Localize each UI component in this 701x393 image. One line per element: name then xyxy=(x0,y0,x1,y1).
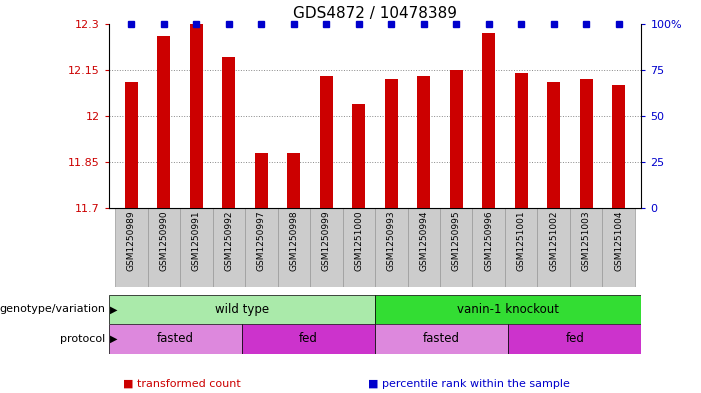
Bar xyxy=(612,85,625,208)
Bar xyxy=(190,24,203,208)
Text: genotype/variation: genotype/variation xyxy=(0,305,105,314)
Text: GSM1250989: GSM1250989 xyxy=(127,211,136,271)
Bar xyxy=(180,208,212,287)
Bar xyxy=(580,79,592,208)
Bar xyxy=(343,208,375,287)
Bar xyxy=(242,324,375,354)
Bar xyxy=(158,36,170,208)
Bar xyxy=(440,208,472,287)
Text: fasted: fasted xyxy=(423,332,460,345)
Bar xyxy=(515,73,528,208)
Text: protocol: protocol xyxy=(60,334,105,344)
Bar xyxy=(538,208,570,287)
Text: ▶: ▶ xyxy=(110,305,118,314)
Bar xyxy=(505,208,538,287)
Text: GSM1250990: GSM1250990 xyxy=(159,211,168,271)
Bar xyxy=(375,208,407,287)
Text: fed: fed xyxy=(566,332,584,345)
Text: GSM1250998: GSM1250998 xyxy=(290,211,299,271)
Bar xyxy=(482,33,495,208)
Bar xyxy=(212,208,245,287)
Bar xyxy=(385,79,397,208)
Bar xyxy=(278,208,310,287)
Bar xyxy=(245,208,278,287)
Bar xyxy=(353,104,365,208)
Text: ■ percentile rank within the sample: ■ percentile rank within the sample xyxy=(368,379,570,389)
Bar xyxy=(125,82,138,208)
Text: GSM1251003: GSM1251003 xyxy=(582,211,591,271)
Text: ■ transformed count: ■ transformed count xyxy=(123,379,240,389)
Text: GSM1250995: GSM1250995 xyxy=(451,211,461,271)
Bar xyxy=(109,324,242,354)
Text: GSM1250992: GSM1250992 xyxy=(224,211,233,271)
Bar xyxy=(115,208,148,287)
Text: GSM1250994: GSM1250994 xyxy=(419,211,428,271)
Bar xyxy=(320,76,333,208)
Bar xyxy=(222,57,236,208)
Bar xyxy=(310,208,343,287)
Text: ▶: ▶ xyxy=(110,334,118,344)
Bar xyxy=(570,208,602,287)
Text: GSM1251004: GSM1251004 xyxy=(614,211,623,271)
Bar xyxy=(255,153,268,208)
Bar xyxy=(287,153,300,208)
Text: vanin-1 knockout: vanin-1 knockout xyxy=(457,303,559,316)
Text: GSM1251000: GSM1251000 xyxy=(354,211,363,271)
Bar xyxy=(375,295,641,324)
Title: GDS4872 / 10478389: GDS4872 / 10478389 xyxy=(293,6,457,21)
Bar xyxy=(109,295,375,324)
Text: GSM1251002: GSM1251002 xyxy=(549,211,558,271)
Text: GSM1250997: GSM1250997 xyxy=(257,211,266,271)
Text: fasted: fasted xyxy=(157,332,193,345)
Text: GSM1250999: GSM1250999 xyxy=(322,211,331,271)
Text: GSM1250993: GSM1250993 xyxy=(387,211,396,271)
Bar xyxy=(508,324,641,354)
Text: GSM1250996: GSM1250996 xyxy=(484,211,494,271)
Bar xyxy=(407,208,440,287)
Bar xyxy=(450,70,463,208)
Bar xyxy=(375,324,508,354)
Text: wild type: wild type xyxy=(215,303,269,316)
Bar xyxy=(148,208,180,287)
Bar xyxy=(417,76,430,208)
Text: GSM1250991: GSM1250991 xyxy=(192,211,201,271)
Bar xyxy=(547,82,560,208)
Text: GSM1251001: GSM1251001 xyxy=(517,211,526,271)
Bar xyxy=(602,208,635,287)
Text: fed: fed xyxy=(299,332,318,345)
Bar xyxy=(472,208,505,287)
